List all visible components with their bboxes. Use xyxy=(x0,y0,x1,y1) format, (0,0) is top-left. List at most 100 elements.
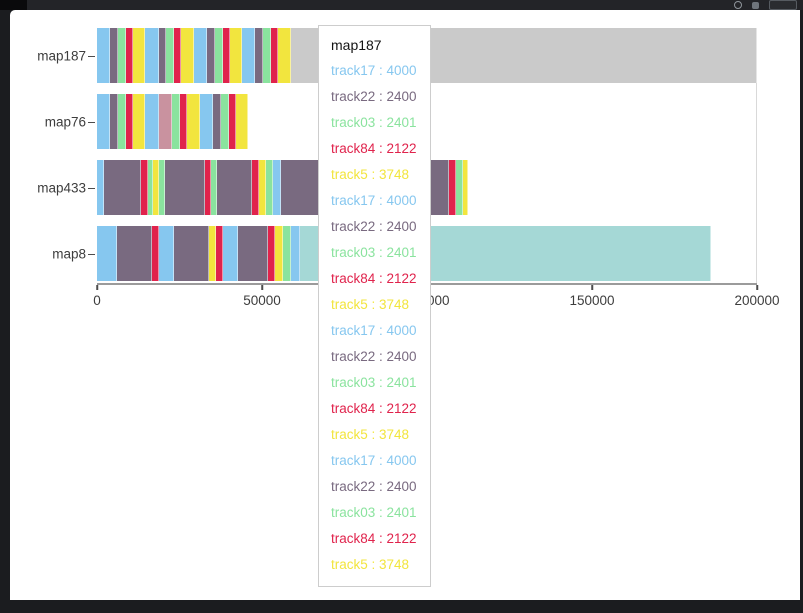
tooltip-entry: track17 : 4000 xyxy=(331,323,417,338)
segment-track17[interactable] xyxy=(273,160,282,215)
segment-track17[interactable] xyxy=(193,28,207,83)
segment-track22[interactable] xyxy=(116,226,152,281)
segment-track17[interactable] xyxy=(97,160,104,215)
segment-track84[interactable] xyxy=(216,226,224,281)
segment-track03[interactable] xyxy=(282,226,291,281)
segment-track03[interactable] xyxy=(166,28,175,83)
segment-track22[interactable] xyxy=(110,94,119,149)
segment-track22[interactable] xyxy=(103,160,141,215)
y-tick-mark xyxy=(88,55,95,57)
x-tick-label-50000: 50000 xyxy=(243,293,281,308)
y-tick-label-map433: map433 xyxy=(37,180,86,195)
segment-track5[interactable] xyxy=(235,94,249,149)
y-tick-label-map187: map187 xyxy=(37,48,86,63)
segment-track17[interactable] xyxy=(97,226,117,281)
segment-track84[interactable] xyxy=(252,160,260,215)
segment-track22[interactable] xyxy=(164,160,205,215)
tooltip-entry: track5 : 3748 xyxy=(331,557,410,572)
segment-track03[interactable] xyxy=(266,160,274,215)
segment-track84[interactable] xyxy=(151,226,159,281)
segment-track03[interactable] xyxy=(211,160,218,215)
menu-icon[interactable] xyxy=(769,0,797,10)
x-tick-mark xyxy=(96,285,98,290)
segment-track5[interactable] xyxy=(259,160,267,215)
profile-icon[interactable] xyxy=(752,1,759,9)
segment-track17[interactable] xyxy=(199,94,213,149)
segment-track5[interactable] xyxy=(278,28,291,83)
segment-track22[interactable] xyxy=(110,28,119,83)
segment-track84[interactable] xyxy=(140,160,148,215)
segment-track5[interactable] xyxy=(274,226,283,281)
segment-track84[interactable] xyxy=(126,94,134,149)
segment-track03[interactable] xyxy=(118,28,127,83)
y-tick-label-map76: map76 xyxy=(44,114,86,129)
segment-track5[interactable] xyxy=(133,28,146,83)
bar-map76[interactable] xyxy=(97,94,249,149)
segment-track84[interactable] xyxy=(228,94,236,149)
search-icon[interactable] xyxy=(734,1,742,9)
tooltip-entry: track5 : 3748 xyxy=(331,297,410,312)
segment-track22[interactable] xyxy=(206,28,215,83)
segment-track17[interactable] xyxy=(223,226,239,281)
segment-track5[interactable] xyxy=(208,226,217,281)
segment-track84[interactable] xyxy=(204,160,212,215)
segment-track03[interactable] xyxy=(263,28,272,83)
segment-track5[interactable] xyxy=(462,160,468,215)
segment-track22[interactable] xyxy=(238,226,268,281)
segment-track03[interactable] xyxy=(172,94,181,149)
segment-track5[interactable] xyxy=(152,160,159,215)
segment-track22[interactable] xyxy=(255,28,264,83)
segment-track5[interactable] xyxy=(181,28,194,83)
hover-tooltip: map187 track17 : 4000 track22 : 2400 track… xyxy=(318,25,431,587)
segment-track03[interactable] xyxy=(147,160,153,215)
tooltip-entry: track03 : 2401 xyxy=(331,115,417,130)
segment-track84[interactable] xyxy=(271,28,279,83)
segment-track17[interactable] xyxy=(145,94,159,149)
tab-strip-corner xyxy=(0,0,27,10)
toolbar-icons xyxy=(734,0,797,10)
tooltip-entry: track84 : 2122 xyxy=(331,271,417,286)
segment-track03[interactable] xyxy=(220,94,229,149)
x-tick-mark xyxy=(756,285,758,290)
segment-track5[interactable] xyxy=(133,94,146,149)
tooltip-entry: track17 : 4000 xyxy=(331,453,417,468)
segment-track84[interactable] xyxy=(126,28,134,83)
segment-track17[interactable] xyxy=(158,226,174,281)
segment-track17[interactable] xyxy=(242,28,256,83)
segment-track84[interactable] xyxy=(449,160,457,215)
segment-track22[interactable] xyxy=(281,160,319,215)
segment-track17[interactable] xyxy=(290,226,301,281)
segment-track03[interactable] xyxy=(456,160,463,215)
segment-track22[interactable] xyxy=(173,226,209,281)
y-tick-mark xyxy=(88,187,95,189)
segment-track5[interactable] xyxy=(187,94,200,149)
browser-toolbar xyxy=(0,0,803,10)
segment-track84[interactable] xyxy=(174,28,182,83)
x-tick-label-0: 0 xyxy=(93,293,101,308)
segment-track84[interactable] xyxy=(180,94,188,149)
tooltip-entry: track5 : 3748 xyxy=(331,427,410,442)
x-tick-label-150000: 150000 xyxy=(569,293,615,308)
x-tick-label-200000: 200000 xyxy=(734,293,780,308)
x-tick-mark xyxy=(591,285,593,290)
segment-track22[interactable] xyxy=(158,28,167,83)
segment-track03[interactable] xyxy=(214,28,223,83)
segment-track17[interactable] xyxy=(97,28,111,83)
segment-track17[interactable] xyxy=(145,28,159,83)
y-tick-mark xyxy=(88,253,95,255)
segment-track03[interactable] xyxy=(118,94,127,149)
tooltip-entries: track17 : 4000 track22 : 2400 track03 : 24… xyxy=(331,58,418,578)
segment-track84[interactable] xyxy=(222,28,230,83)
segment-track22[interactable] xyxy=(212,94,221,149)
segment-track5[interactable] xyxy=(229,28,243,83)
segment-track22[interactable] xyxy=(217,160,253,215)
x-tick-mark xyxy=(261,285,263,290)
tooltip-entry: track17 : 4000 xyxy=(331,63,417,78)
segment-rose[interactable] xyxy=(158,94,173,149)
segment-track03[interactable] xyxy=(158,160,165,215)
segment-track17[interactable] xyxy=(97,94,111,149)
tooltip-entry: track17 : 4000 xyxy=(331,193,417,208)
segment-track84[interactable] xyxy=(267,226,275,281)
